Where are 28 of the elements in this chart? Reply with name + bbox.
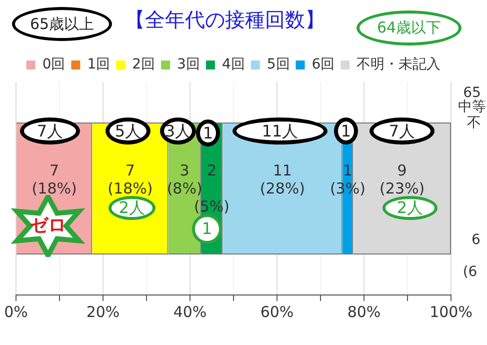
x-tick-label: 40% <box>173 302 207 321</box>
x-tick-label: 20% <box>86 302 120 321</box>
legend-label: 2回 <box>132 56 156 73</box>
text: 65 <box>463 85 481 101</box>
legend-label: 0回 <box>42 56 66 73</box>
data-label: 11 (28%) <box>260 161 305 198</box>
legend-label: 1回 <box>87 56 110 73</box>
data-label: 7 (18%) <box>32 161 77 198</box>
legend-label: 不明・未記入 <box>356 56 441 73</box>
oval-frame: 64歳以下 <box>356 10 462 46</box>
legend-label: 6回 <box>312 56 335 73</box>
chart-title: 【全年代の接種回数】 <box>125 6 325 34</box>
legend-label: 3回 <box>177 56 200 73</box>
text: (6 <box>462 264 478 280</box>
data-label: 9 (23%) <box>380 161 425 198</box>
legend-label: 4回 <box>222 56 245 73</box>
text: 不 <box>467 115 481 131</box>
x-tick-label: 0% <box>4 302 28 321</box>
data-label: 7 (18%) <box>108 161 153 198</box>
text: 6 <box>472 232 480 248</box>
x-tick-label: 100% <box>430 302 472 321</box>
x-tick-label: 80% <box>347 302 381 321</box>
oval-frame: 65歳以上 <box>12 7 112 41</box>
legend-label: 5回 <box>266 56 290 73</box>
oval-frame: 1 <box>334 118 358 144</box>
annotation: ゼロ <box>30 215 66 236</box>
x-tick-label: 60% <box>260 302 294 321</box>
text: 中等 <box>458 99 486 115</box>
